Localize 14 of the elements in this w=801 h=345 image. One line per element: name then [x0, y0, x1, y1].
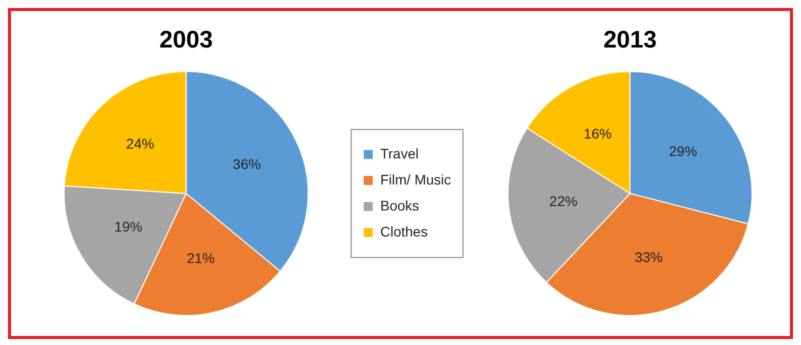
legend-label: Clothes	[380, 223, 428, 240]
legend-label: Travel	[380, 145, 419, 162]
data-label: 16%	[584, 126, 612, 142]
data-label: 33%	[634, 248, 663, 265]
data-label: 29%	[669, 143, 698, 160]
data-label: 24%	[126, 135, 154, 152]
legend-label: Books	[380, 197, 420, 214]
chart-title: 2013	[603, 26, 657, 54]
legend-label: Film/ Music	[380, 171, 452, 188]
data-label: 22%	[549, 192, 578, 209]
chart-title: 2003	[159, 26, 213, 54]
data-label: 19%	[114, 218, 142, 235]
data-label: 21%	[186, 250, 215, 266]
data-label: 36%	[232, 156, 261, 172]
